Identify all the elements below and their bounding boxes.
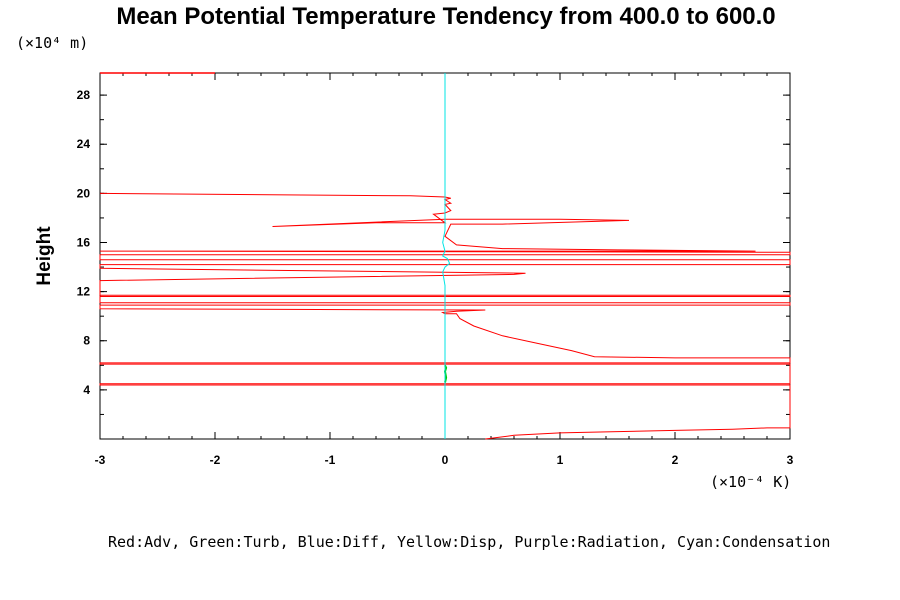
y-tick-labels: 4 8 12 16 20 24 28 <box>77 88 91 397</box>
y-tick-label: 4 <box>83 383 90 397</box>
x-tick-label: 0 <box>442 453 449 467</box>
series-line-adv <box>99 192 791 440</box>
x-tick-label: -2 <box>210 453 221 467</box>
x-tick-label: 1 <box>557 453 564 467</box>
series-layer <box>99 72 791 440</box>
y-tick-label: 16 <box>77 235 91 249</box>
chart-title: Mean Potential Temperature Tendency from… <box>116 3 775 30</box>
x-tick-labels: -3 -2 -1 0 1 2 3 <box>95 453 794 467</box>
x-tick-label: 3 <box>787 453 794 467</box>
y-tick-label: 28 <box>77 88 91 102</box>
x-tick-label: 2 <box>672 453 679 467</box>
series-line-condensation <box>442 73 451 439</box>
y-tick-label: 12 <box>77 285 91 299</box>
legend-text: Red:Adv, Green:Turb, Blue:Diff, Yellow:D… <box>108 533 830 551</box>
x-unit-label: (×10⁻⁴ K) <box>710 473 791 491</box>
plot-area <box>99 72 791 440</box>
x-tick-label: -1 <box>325 453 336 467</box>
x-tick-label: -3 <box>95 453 106 467</box>
y-tick-label: 20 <box>77 186 91 200</box>
y-tick-label: 24 <box>77 137 91 151</box>
y-unit-label: (×10⁴ m) <box>16 34 88 52</box>
y-tick-label: 8 <box>83 334 90 348</box>
y-axis-label: Height <box>34 226 55 286</box>
